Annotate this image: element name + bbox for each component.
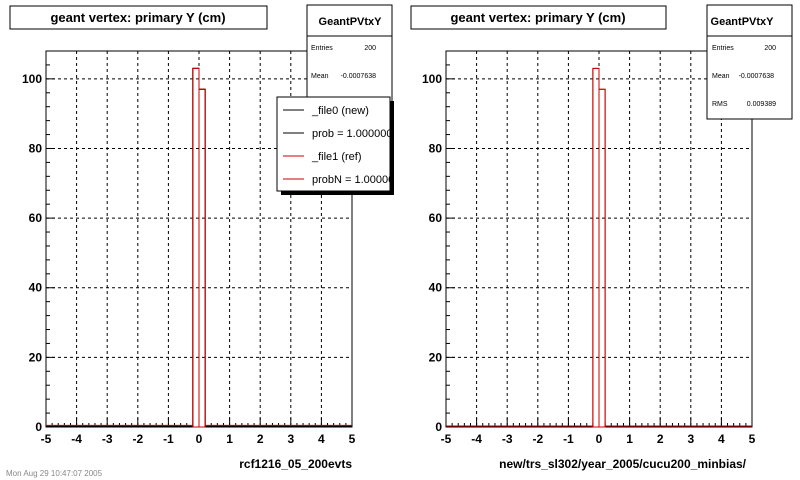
right-y-tick-label: 100 xyxy=(422,72,442,86)
legend-entry-ref: _file1 (ref) xyxy=(311,151,362,163)
right-histogram-bin-0-1 xyxy=(598,88,606,428)
right-x-tick-label: 0 xyxy=(596,432,603,446)
right-stats-value-entries: 200 xyxy=(764,45,776,52)
right-stats-label-rms: RMS xyxy=(712,101,728,108)
left-pad: geant vertex: primary Y (cm) -5 -4 -3 -2 -1 0… xyxy=(9,4,400,471)
left-x-tick-label: 1 xyxy=(226,432,233,446)
legend-entry-probn: probN = 1.000000 xyxy=(312,174,400,186)
left-y-tick-label: 80 xyxy=(29,141,43,155)
legend-entry-prob: prob = 1.000000 xyxy=(312,128,392,140)
right-x-tick-label: 4 xyxy=(718,432,725,446)
right-histogram-bin-0-0 xyxy=(592,67,600,428)
right-chart-title: geant vertex: primary Y (cm) xyxy=(450,10,625,25)
left-y-tick-labels: 0 20 40 60 80 100 xyxy=(22,72,42,434)
right-title-box xyxy=(410,5,667,30)
right-y-tick-labels: 0 20 40 60 80 100 xyxy=(422,72,442,434)
right-x-tick-label: 2 xyxy=(657,432,664,446)
left-x-tick-label: -5 xyxy=(41,432,52,446)
right-x-tick-label: -4 xyxy=(471,432,482,446)
left-stats-value-mean: -0.0007638 xyxy=(341,73,377,80)
right-y-tick-label: 0 xyxy=(435,420,442,434)
left-x-tick-label: 5 xyxy=(349,432,356,446)
left-histogram-bin-1-1 xyxy=(198,88,206,428)
right-y-tick-label: 20 xyxy=(429,350,443,364)
left-histogram-bin-1-0 xyxy=(192,67,200,428)
left-title-box xyxy=(9,5,268,30)
left-x-tick-label: 4 xyxy=(318,432,325,446)
right-x-tick-label: -1 xyxy=(563,432,574,446)
right-stats-label-mean: Mean xyxy=(712,73,730,80)
right-x-axis-label: new/trs_sl302/year_2005/cucu200_minbias/ xyxy=(499,457,746,471)
left-x-tick-label: 0 xyxy=(196,432,203,446)
left-x-tick-label: -3 xyxy=(102,432,113,446)
right-stats-box: GeantPVtxY Entries 200 Mean -0.0007638 R… xyxy=(706,4,793,120)
right-y-tick-label: 60 xyxy=(429,211,443,225)
right-x-tick-label: -5 xyxy=(441,432,452,446)
left-stats-name: GeantPVtxY xyxy=(319,16,383,28)
right-x-tick-label: 3 xyxy=(687,432,694,446)
left-histogram-bin-0-1 xyxy=(198,88,206,428)
right-pad: geant vertex: primary Y (cm) -5 -4 -3 -2 -1 0… xyxy=(410,4,793,471)
left-y-tick-label: 60 xyxy=(29,211,43,225)
left-y-tick-label: 100 xyxy=(22,72,42,86)
left-x-tick-label: 2 xyxy=(257,432,264,446)
left-x-tick-label: 3 xyxy=(287,432,294,446)
left-y-tick-label: 20 xyxy=(29,350,43,364)
right-stats-name: GeantPVtxY xyxy=(711,16,775,28)
right-y-tick-label: 80 xyxy=(429,141,443,155)
left-x-tick-labels: -5 -4 -3 -2 -1 0 1 2 3 4 5 xyxy=(41,432,356,446)
left-stats-label-entries: Entries xyxy=(311,45,333,52)
right-x-tick-label: 1 xyxy=(626,432,633,446)
left-y-tick-label: 40 xyxy=(29,281,43,295)
left-stats-value-entries: 200 xyxy=(364,45,376,52)
right-x-tick-label: 5 xyxy=(749,432,756,446)
left-chart-title: geant vertex: primary Y (cm) xyxy=(50,10,225,25)
left-stats-box: GeantPVtxY Entries 200 Mean -0.0007638 xyxy=(306,4,393,106)
right-x-tick-label: -2 xyxy=(532,432,543,446)
right-stats-label-entries: Entries xyxy=(712,45,734,52)
left-x-tick-label: -1 xyxy=(163,432,174,446)
left-legend: _file0 (new) prob = 1.000000 _file1 (ref… xyxy=(276,96,400,195)
footer-timestamp: Mon Aug 29 10:47:07 2005 xyxy=(6,469,103,478)
left-histogram-bin-0-0 xyxy=(192,67,200,428)
left-x-tick-label: -2 xyxy=(132,432,143,446)
right-stats-value-rms: 0.009389 xyxy=(747,101,776,108)
left-x-tick-label: -4 xyxy=(71,432,82,446)
left-y-tick-label: 0 xyxy=(35,420,42,434)
right-stats-value-mean: -0.0007638 xyxy=(739,73,775,80)
left-stats-label-mean: Mean xyxy=(311,73,329,80)
right-x-tick-label: -3 xyxy=(502,432,513,446)
left-histogram xyxy=(46,67,352,428)
right-histogram xyxy=(446,67,752,428)
left-x-axis-label: rcf1216_05_200evts xyxy=(239,457,352,471)
legend-entry-new: _file0 (new) xyxy=(311,105,369,117)
right-x-tick-labels: -5 -4 -3 -2 -1 0 1 2 3 4 5 xyxy=(441,432,756,446)
right-y-tick-label: 40 xyxy=(429,281,443,295)
